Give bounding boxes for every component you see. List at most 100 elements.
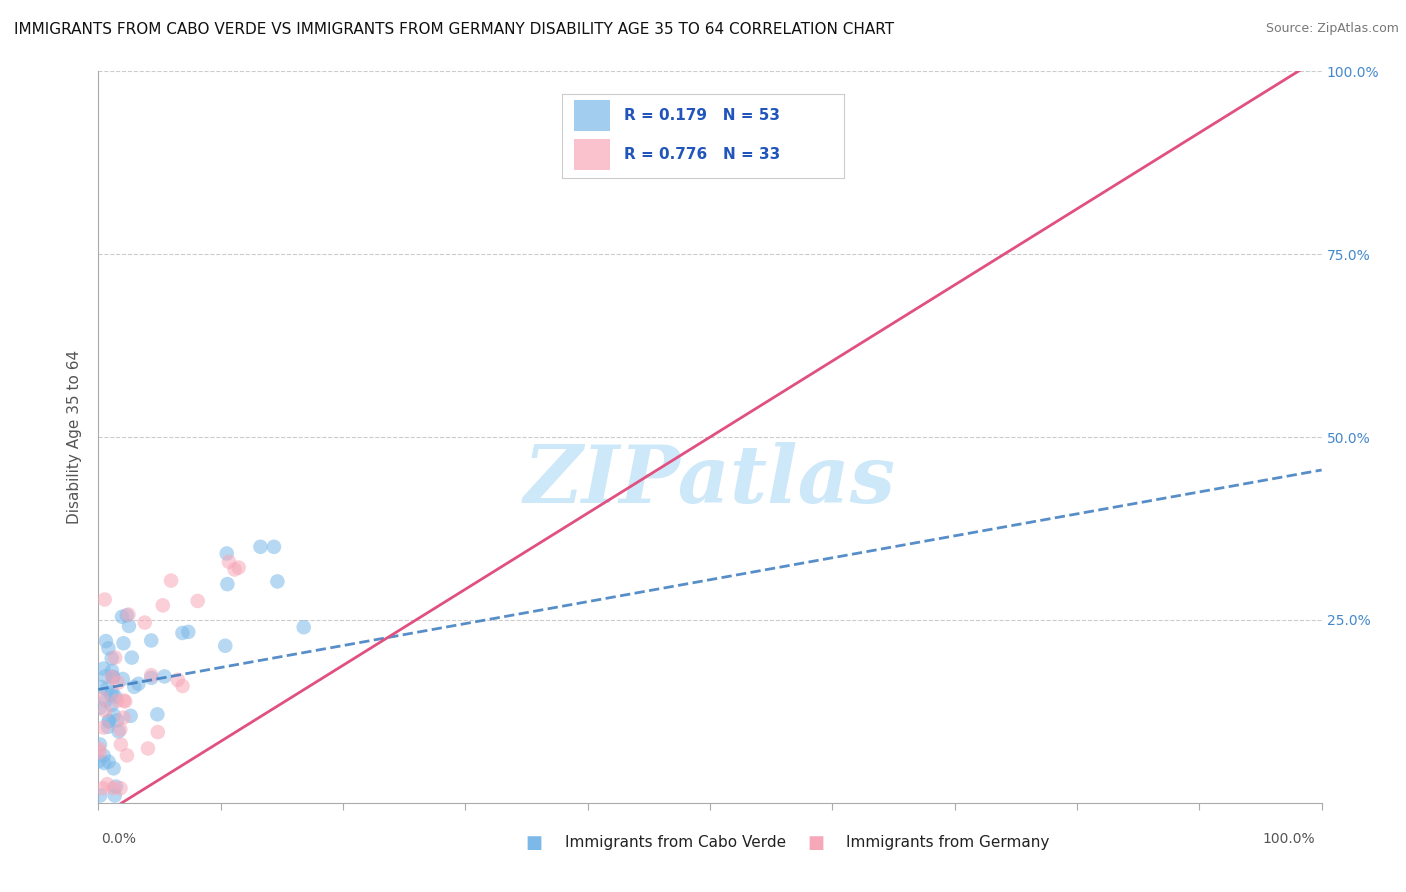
Point — [103, 781, 125, 796]
Point — [93, 756, 115, 770]
Bar — [574, 139, 610, 169]
Point — [172, 679, 194, 693]
Point — [215, 546, 238, 560]
Point — [93, 748, 115, 763]
Text: Immigrants from Cabo Verde: Immigrants from Cabo Verde — [565, 836, 786, 850]
Point — [89, 789, 111, 803]
Point — [101, 685, 124, 699]
Point — [228, 560, 250, 574]
Point — [91, 691, 114, 706]
Point — [97, 641, 120, 656]
Point — [172, 626, 194, 640]
Point — [110, 781, 132, 796]
Point — [114, 694, 136, 708]
Point — [107, 724, 129, 739]
Point — [96, 682, 118, 697]
Point — [263, 540, 285, 554]
Point — [91, 781, 114, 796]
Point — [104, 650, 127, 665]
Point — [105, 714, 128, 728]
Point — [112, 693, 135, 707]
Text: ■: ■ — [526, 834, 543, 852]
Point — [266, 574, 288, 589]
Point — [187, 594, 209, 608]
Point — [89, 701, 111, 715]
Point — [120, 708, 142, 723]
Point — [98, 714, 121, 729]
Point — [127, 677, 149, 691]
Point — [101, 670, 124, 684]
Point — [115, 608, 138, 623]
Point — [100, 651, 122, 665]
Point — [101, 664, 124, 678]
Point — [97, 720, 120, 734]
Text: ZIPatlas: ZIPatlas — [524, 442, 896, 520]
Point — [152, 599, 174, 613]
Point — [100, 688, 122, 702]
Point — [136, 741, 159, 756]
Point — [177, 624, 200, 639]
Text: R = 0.179   N = 53: R = 0.179 N = 53 — [624, 108, 780, 123]
Point — [94, 669, 117, 683]
Point — [101, 670, 124, 684]
Point — [141, 633, 163, 648]
Point — [93, 721, 115, 735]
Point — [292, 620, 315, 634]
Point — [146, 725, 169, 739]
Point — [105, 694, 128, 708]
Point — [218, 555, 240, 569]
Point — [249, 540, 271, 554]
Text: R = 0.776   N = 33: R = 0.776 N = 33 — [624, 147, 780, 162]
Point — [89, 745, 111, 759]
Point — [107, 676, 129, 690]
Point — [214, 639, 236, 653]
Point — [94, 704, 117, 718]
Point — [87, 754, 110, 768]
Point — [118, 619, 141, 633]
Point — [103, 708, 125, 723]
Point — [93, 592, 115, 607]
Text: Source: ZipAtlas.com: Source: ZipAtlas.com — [1265, 22, 1399, 36]
Text: Immigrants from Germany: Immigrants from Germany — [846, 836, 1050, 850]
Text: ■: ■ — [807, 834, 824, 852]
Bar — [574, 101, 610, 131]
Point — [103, 670, 125, 684]
Point — [141, 671, 163, 685]
Point — [97, 755, 120, 769]
Point — [87, 741, 110, 756]
Point — [217, 577, 239, 591]
Point — [97, 714, 120, 728]
Point — [112, 711, 135, 725]
Point — [160, 574, 183, 588]
Text: IMMIGRANTS FROM CABO VERDE VS IMMIGRANTS FROM GERMANY DISABILITY AGE 35 TO 64 CO: IMMIGRANTS FROM CABO VERDE VS IMMIGRANTS… — [14, 22, 894, 37]
Point — [94, 693, 117, 707]
Point — [111, 609, 134, 624]
Point — [104, 789, 127, 803]
Point — [110, 723, 132, 737]
Point — [104, 780, 127, 794]
Point — [224, 562, 246, 576]
Point — [121, 650, 143, 665]
Y-axis label: Disability Age 35 to 64: Disability Age 35 to 64 — [67, 350, 83, 524]
Point — [100, 698, 122, 712]
Point — [122, 680, 145, 694]
Point — [146, 707, 169, 722]
Point — [134, 615, 156, 630]
Point — [94, 634, 117, 648]
Point — [90, 680, 112, 694]
Point — [96, 777, 118, 791]
Point — [166, 673, 188, 687]
Text: 100.0%: 100.0% — [1263, 832, 1315, 846]
Point — [117, 607, 139, 622]
Point — [115, 748, 138, 763]
Point — [104, 690, 127, 704]
Point — [112, 636, 135, 650]
Point — [103, 761, 125, 775]
Point — [153, 669, 176, 683]
Point — [111, 672, 134, 686]
Point — [93, 662, 115, 676]
Point — [89, 738, 111, 752]
Text: 0.0%: 0.0% — [101, 832, 136, 846]
Point — [110, 738, 132, 752]
Point — [141, 668, 163, 682]
